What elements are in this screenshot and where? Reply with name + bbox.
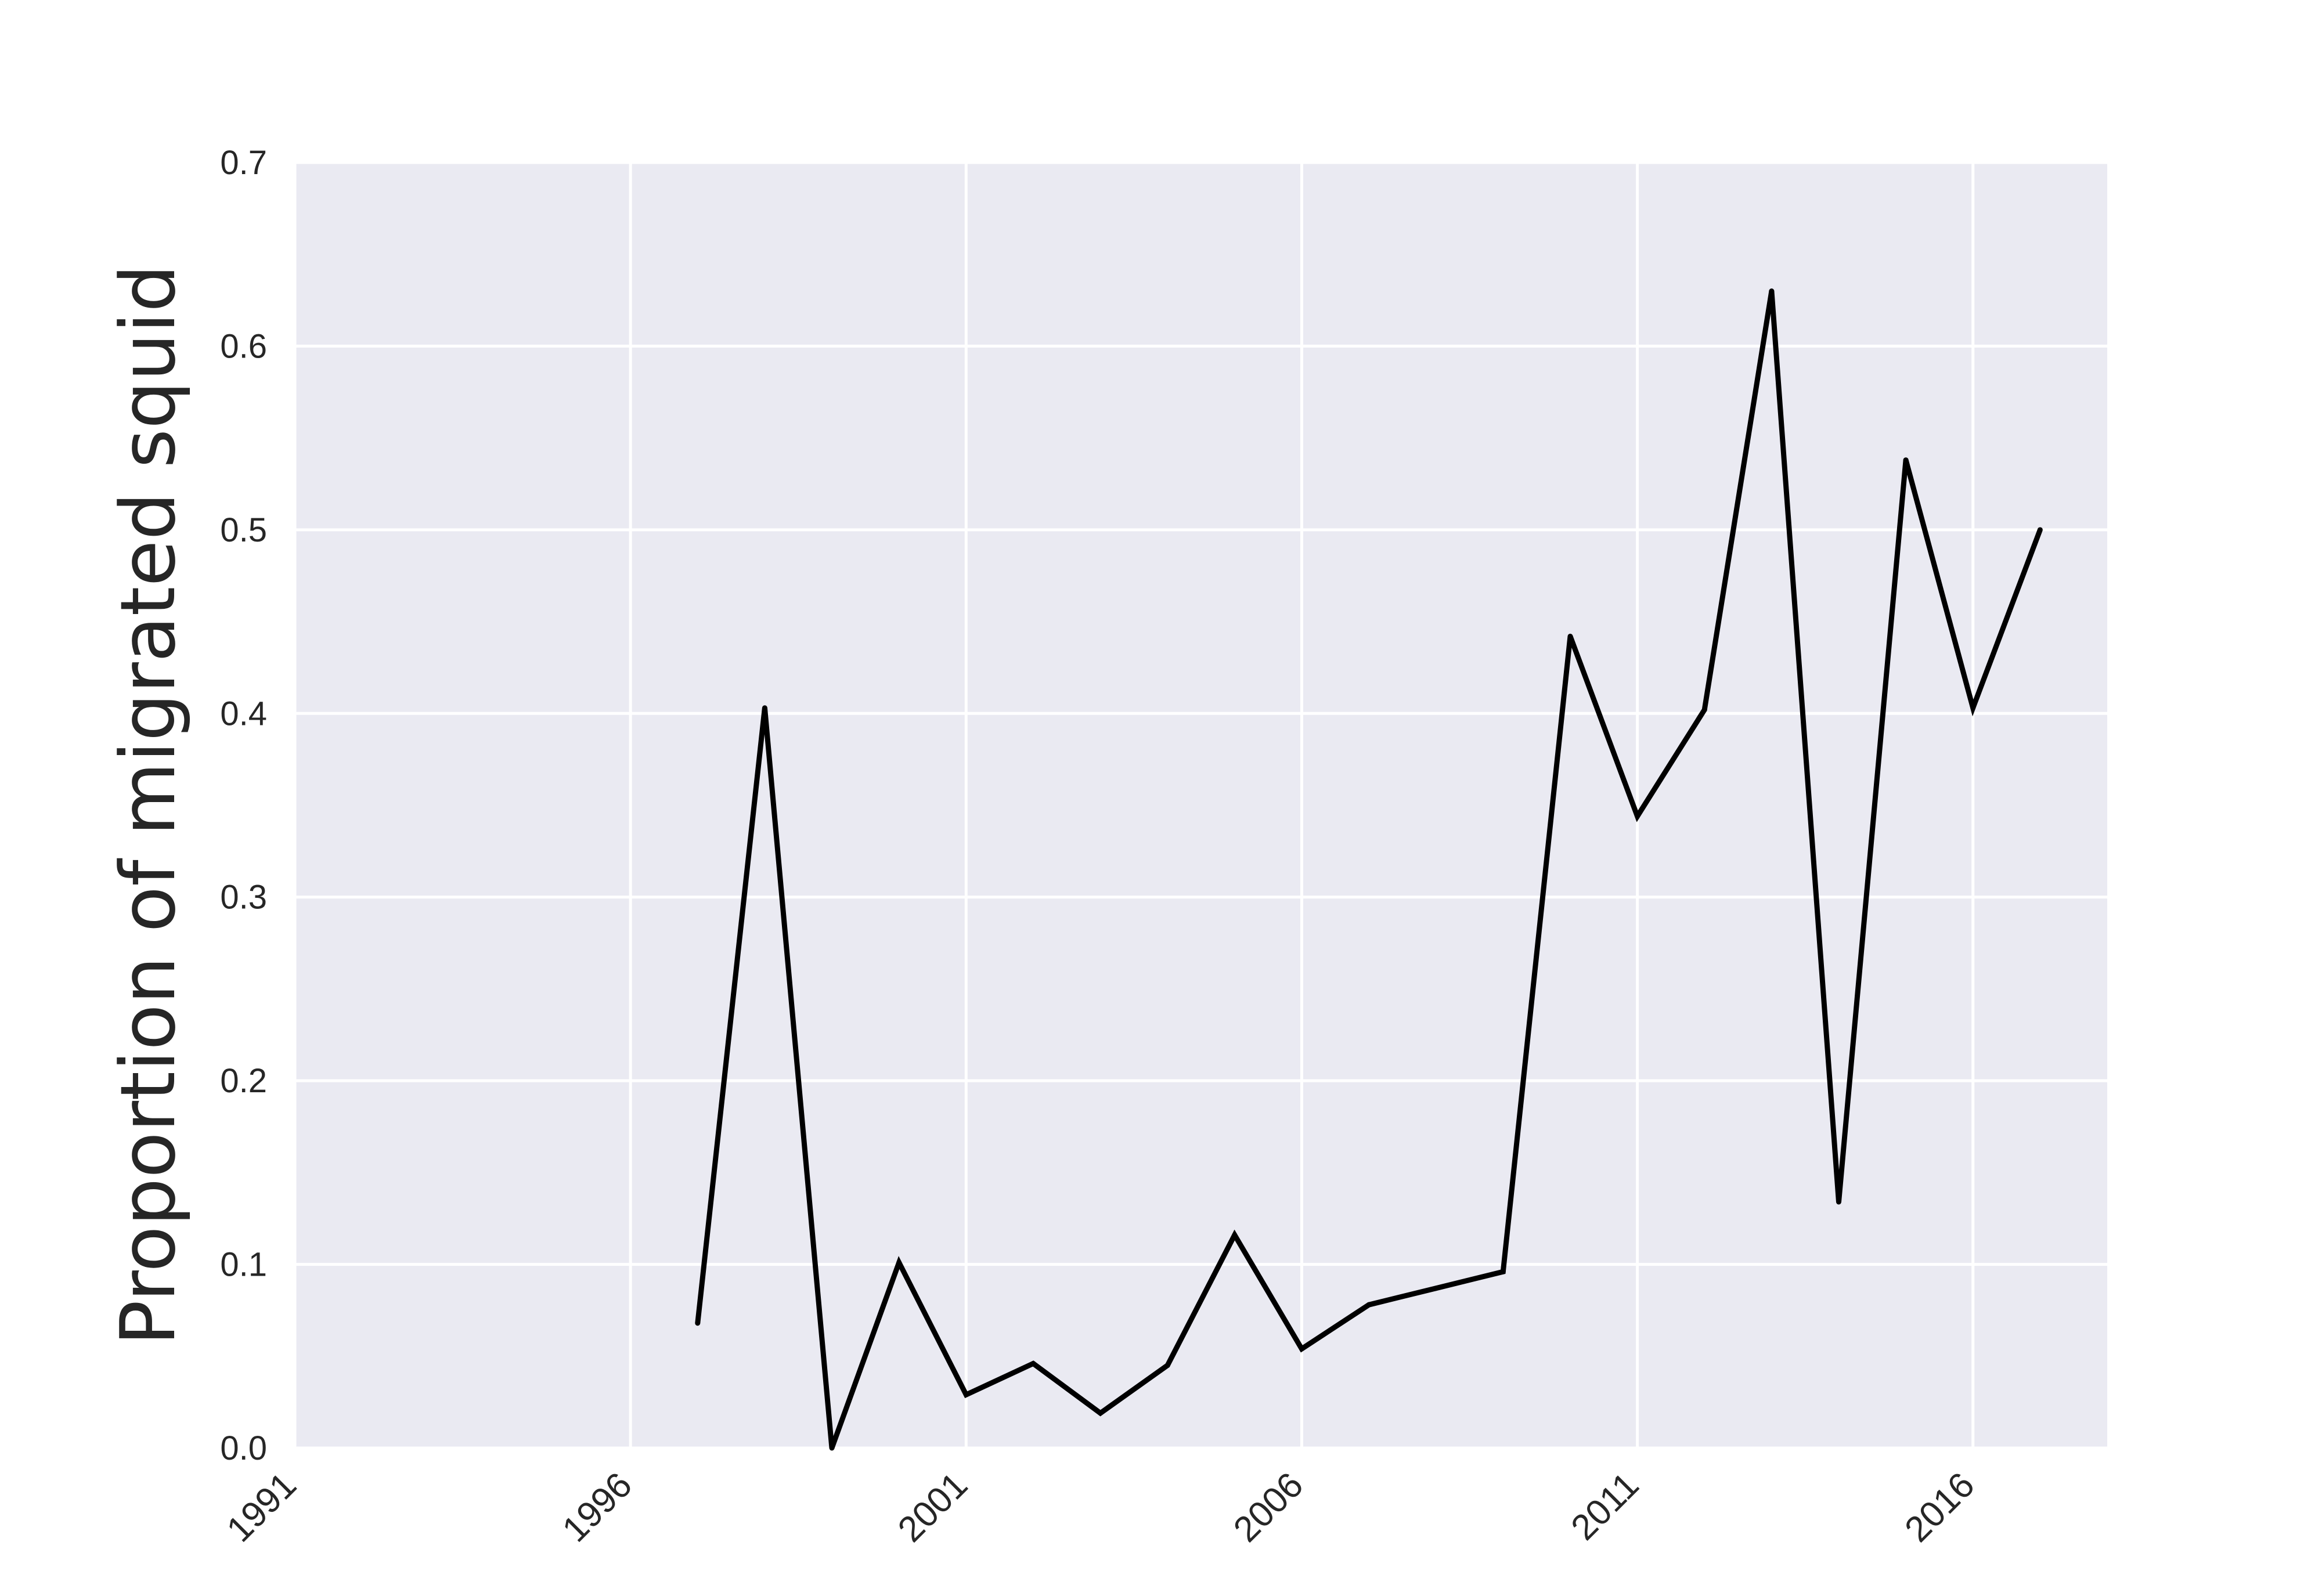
x-tick-label: 2006 xyxy=(1226,1465,1311,1550)
data-point xyxy=(1299,1346,1304,1352)
data-point xyxy=(1701,707,1707,713)
y-tick-label: 0.7 xyxy=(220,144,267,182)
data-point xyxy=(1500,1269,1506,1274)
data-point xyxy=(896,1259,902,1265)
data-point xyxy=(1433,1286,1439,1291)
y-tick-label: 0.4 xyxy=(220,695,267,732)
y-tick-labels: 0.0 0.1 0.2 0.3 0.4 0.5 0.6 0.7 xyxy=(220,144,267,1467)
data-point xyxy=(963,1392,969,1398)
x-tick-label: 1991 xyxy=(219,1465,304,1550)
data-point xyxy=(1098,1410,1104,1416)
data-point xyxy=(1567,633,1573,639)
data-point xyxy=(1836,1199,1841,1205)
y-axis-label: Proportion of migrated squid xyxy=(104,264,192,1345)
data-point xyxy=(1903,457,1909,463)
data-point xyxy=(1366,1302,1372,1308)
x-gridlines xyxy=(293,163,1975,1448)
y-tick-label: 0.3 xyxy=(220,879,267,916)
y-tick-label: 0.2 xyxy=(220,1062,267,1100)
y-tick-label: 0.1 xyxy=(220,1246,267,1284)
plot-area xyxy=(295,163,2107,1448)
x-tick-label: 1996 xyxy=(555,1465,640,1550)
data-point xyxy=(1030,1360,1036,1366)
x-tick-labels: 1991 1996 2001 2006 2011 2016 xyxy=(219,1465,1982,1550)
data-point xyxy=(1635,813,1640,819)
x-tick-label: 2016 xyxy=(1897,1465,1982,1550)
data-point xyxy=(1232,1232,1238,1238)
data-point xyxy=(2037,527,2043,533)
data-point xyxy=(829,1445,835,1451)
y-tick-label: 0.6 xyxy=(220,327,267,365)
data-point xyxy=(1970,705,1976,711)
data-point xyxy=(695,1320,701,1326)
y-tick-label: 0.5 xyxy=(220,511,267,549)
data-point xyxy=(762,705,767,711)
y-tick-label: 0.0 xyxy=(220,1429,267,1467)
x-tick-label: 2001 xyxy=(890,1465,975,1550)
y-gridlines xyxy=(295,161,2107,1450)
data-point xyxy=(1769,288,1775,294)
data-point xyxy=(1164,1363,1170,1368)
data-points xyxy=(695,288,2043,1451)
x-tick-label: 2011 xyxy=(1563,1465,1646,1548)
